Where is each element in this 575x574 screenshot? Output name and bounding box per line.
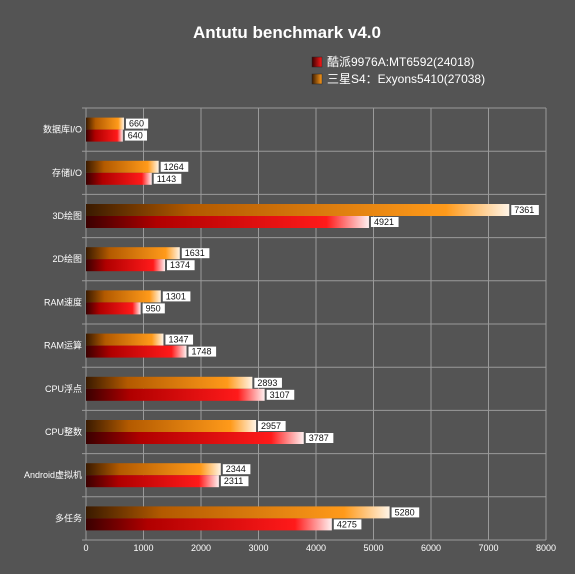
legend: 酷派9976A:MT6592(24018) 三星S4：Exyons5410(270… — [311, 55, 485, 86]
x-tick-label: 7000 — [478, 543, 498, 553]
category-label: 存储I/O — [52, 167, 82, 178]
bar-samsung-s4 — [86, 376, 253, 389]
data-label: 1301 — [166, 291, 186, 301]
bar-samsung-s4 — [86, 333, 164, 346]
data-label-bg — [258, 421, 286, 431]
bar-samsung-s4 — [86, 290, 161, 303]
data-label-bg — [162, 291, 191, 302]
data-label: 2893 — [257, 378, 277, 388]
bar-samsung-s4 — [86, 506, 390, 519]
chart-title: Antutu benchmark v4.0 — [193, 23, 381, 42]
data-label-bg — [142, 303, 165, 314]
x-tick-label: 8000 — [536, 543, 556, 553]
bar-coolpad-9976a — [86, 172, 152, 185]
legend-swatch — [311, 73, 323, 85]
bar-samsung-s4 — [86, 247, 180, 260]
x-tick-label: 2000 — [191, 543, 211, 553]
grid — [82, 107, 547, 541]
data-label-bg — [220, 476, 249, 487]
data-label-bg — [165, 334, 194, 345]
category-label: 数据库I/O — [43, 124, 82, 135]
bar-coolpad-9976a — [86, 216, 369, 228]
data-label: 950 — [146, 303, 161, 313]
data-label: 1631 — [185, 248, 205, 258]
data-label: 2311 — [224, 476, 243, 486]
bar-coolpad-9976a — [86, 432, 304, 444]
data-label-bg — [222, 464, 251, 475]
data-label: 2957 — [261, 421, 281, 431]
bar-coolpad-9976a — [86, 129, 123, 142]
data-label: 660 — [129, 119, 144, 129]
data-label: 7361 — [514, 205, 534, 215]
data-label-bg — [266, 389, 295, 400]
bar-coolpad-9976a — [86, 345, 187, 358]
x-tick-label: 5000 — [363, 543, 383, 553]
data-label-bg — [153, 173, 182, 184]
data-label-bg — [124, 130, 147, 141]
x-tick-label: 0 — [83, 543, 88, 553]
bar-coolpad-9976a — [86, 302, 141, 315]
data-label: 1748 — [192, 347, 212, 357]
data-label: 1143 — [157, 174, 176, 184]
data-label: 1264 — [164, 162, 184, 172]
category-label: CPU整数 — [45, 426, 82, 437]
category-label: 多任务 — [55, 512, 82, 523]
category-label: RAM速度 — [44, 296, 82, 307]
bar-coolpad-9976a — [86, 259, 166, 272]
category-label: 2D绘图 — [52, 253, 82, 264]
data-label: 4275 — [337, 519, 357, 529]
data-label-bg — [125, 118, 149, 129]
bar-coolpad-9976a — [86, 475, 219, 488]
data-label: 5280 — [395, 507, 415, 517]
legend-label: 酷派9976A:MT6592(24018) — [327, 55, 474, 69]
category-label: 3D绘图 — [52, 210, 82, 221]
data-label: 3787 — [309, 433, 329, 443]
data-label: 1347 — [168, 335, 188, 345]
data-label-bg — [333, 519, 362, 530]
data-label: 4921 — [374, 217, 394, 227]
data-label: 640 — [128, 131, 143, 141]
category-label: RAM运算 — [44, 340, 82, 351]
bar-coolpad-9976a — [86, 388, 265, 401]
data-label-bg — [181, 248, 210, 259]
data-label-bg — [254, 377, 282, 388]
data-label-bg — [391, 507, 420, 518]
data-label-bg — [167, 260, 195, 271]
data-label: 3107 — [270, 390, 290, 400]
data-label-bg — [160, 161, 189, 172]
data-label-bg — [305, 433, 334, 443]
bars: 660 640 1264 1143 7361 4921 1631 1374 1301 950 134… — [86, 117, 539, 531]
axis: 数据库I/O 存储I/O 3D绘图 2D绘图 RAM速度 RAM运算 CPU浮点 CPU整数 A… — [24, 124, 556, 553]
bar-coolpad-9976a — [86, 518, 332, 531]
data-label: 1374 — [170, 260, 190, 270]
legend-label: 三星S4：Exyons5410(27038) — [327, 72, 485, 86]
data-label: 2344 — [226, 464, 246, 474]
x-tick-label: 4000 — [306, 543, 326, 553]
category-label: Android虚拟机 — [24, 469, 82, 480]
bar-samsung-s4 — [86, 117, 124, 130]
x-tick-label: 6000 — [421, 543, 441, 553]
x-tick-label: 3000 — [248, 543, 268, 553]
data-label-bg — [188, 346, 217, 357]
data-label-bg — [370, 217, 399, 227]
bar-samsung-s4 — [86, 420, 257, 432]
legend-swatch — [311, 56, 323, 68]
bar-samsung-s4 — [86, 160, 159, 173]
bar-samsung-s4 — [86, 463, 221, 476]
data-label-bg — [511, 205, 539, 215]
x-tick-label: 1000 — [133, 543, 153, 553]
category-label: CPU浮点 — [45, 383, 82, 394]
bar-samsung-s4 — [86, 204, 510, 216]
